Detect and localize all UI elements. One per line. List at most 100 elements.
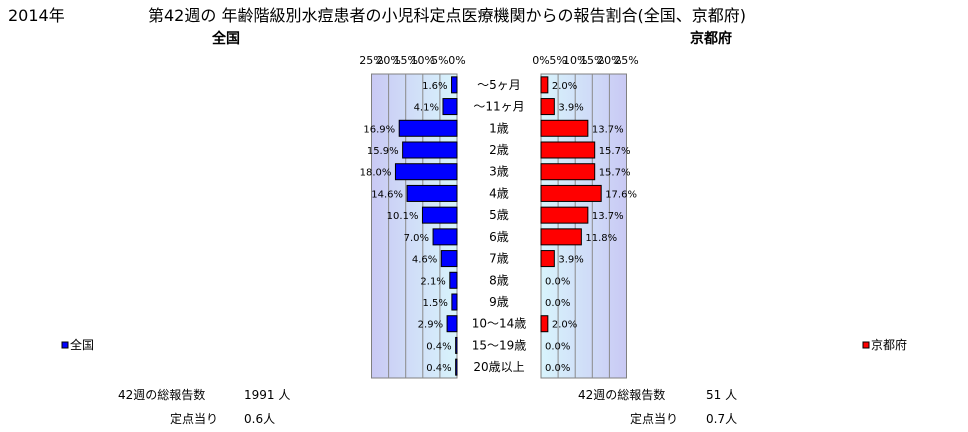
kyoto-value-label: 2.0% (552, 320, 577, 331)
kyoto-tick-label: 0% (532, 54, 549, 67)
category-label: 20歳以上 (473, 360, 524, 374)
kyoto-value-label: 13.7% (592, 124, 624, 135)
kyoto-legend-label: 京都府 (871, 337, 907, 352)
national-bar (394, 163, 458, 181)
right-per-value: 0.7人 (706, 412, 738, 426)
kyoto-legend-swatch (862, 341, 870, 349)
kyoto-bar (540, 184, 602, 202)
kyoto-tick-label: 15% (580, 54, 604, 67)
national-bar (402, 141, 458, 159)
national-tick-label: 25% (359, 54, 383, 67)
national-tick-label: 5% (431, 54, 448, 67)
national-bar (432, 228, 458, 246)
left-total-label: 42週の総報告数 (118, 388, 206, 402)
kyoto-bar (540, 119, 589, 137)
national-value-label: 7.0% (404, 233, 429, 244)
national-bar (455, 336, 458, 354)
category-label: 4歳 (489, 186, 509, 200)
national-value-label: 16.9% (363, 124, 395, 135)
kyoto-value-label: 13.7% (592, 211, 624, 222)
right-total-label: 42週の総報告数 (578, 388, 666, 402)
kyoto-bar (540, 206, 589, 224)
kyoto-bar (540, 76, 549, 94)
national-bar (442, 98, 458, 116)
category-label: 6歳 (489, 230, 509, 244)
category-label: ～11ヶ月 (473, 100, 524, 114)
national-tick-label: 10% (411, 54, 435, 67)
kyoto-bar (540, 141, 596, 159)
kyoto-value-label: 2.0% (552, 81, 577, 92)
national-plot-area (371, 73, 458, 379)
left-panel-title: 全国 (212, 31, 240, 47)
category-labels: ～5ヶ月 ～11ヶ月 1歳 2歳 3歳 4歳 5歳 6歳 7歳 8歳 9歳 10～14歳 15～19歳 2… (472, 78, 527, 374)
kyoto-value-label: 3.9% (558, 255, 583, 266)
national-tick-label: 20% (376, 54, 400, 67)
right-panel: 0% 5%10%15%20%25% 2.0% 3.9% 13.7% 15.7% 15.7% 1… (532, 54, 907, 379)
national-value-label: 4.6% (412, 255, 437, 266)
national-value-label: 1.6% (422, 81, 447, 92)
category-label: 10～14歳 (472, 317, 527, 331)
left-per-label: 定点当り (170, 412, 219, 426)
kyoto-plot-area (540, 73, 627, 379)
category-label: 3歳 (489, 165, 509, 179)
national-tick-label: 0% (448, 54, 465, 67)
category-label: 9歳 (489, 295, 509, 309)
national-value-label: 10.1% (387, 211, 419, 222)
kyoto-value-label: 17.6% (605, 189, 637, 200)
national-value-label: 2.1% (420, 276, 445, 287)
category-label: 15～19歳 (472, 338, 527, 352)
category-label: ～5ヶ月 (477, 78, 521, 92)
kyoto-value-label: 15.7% (599, 168, 631, 179)
kyoto-value-label: 3.9% (558, 103, 583, 114)
national-bar (446, 315, 458, 333)
national-bar (455, 358, 458, 376)
kyoto-tick-label: 20% (597, 54, 621, 67)
national-value-label: 2.9% (418, 320, 443, 331)
kyoto-bar (540, 315, 549, 333)
category-label: 7歳 (489, 252, 509, 266)
national-legend-label: 全国 (70, 337, 94, 352)
kyoto-bar (540, 163, 596, 181)
kyoto-value-label: 0.0% (545, 341, 570, 352)
kyoto-bar (540, 250, 555, 268)
left-per-value: 0.6人 (244, 412, 276, 426)
category-label: 2歳 (489, 143, 509, 157)
kyoto-tick-label: 25% (614, 54, 638, 67)
national-bar (440, 250, 458, 268)
right-total-value: 51 人 (706, 388, 738, 402)
chart-title: 第42週の 年齢階級別水痘患者の小児科定点医療機関からの報告割合(全国、京都府) (148, 6, 746, 25)
year-label: 2014年 (8, 6, 65, 25)
national-value-label: 0.4% (426, 363, 451, 374)
national-tick-label: 15% (393, 54, 417, 67)
kyoto-value-label: 15.7% (599, 146, 631, 157)
national-value-label: 14.6% (371, 189, 403, 200)
kyoto-bar (540, 98, 555, 116)
national-value-label: 0.4% (426, 341, 451, 352)
kyoto-value-label: 11.8% (585, 233, 617, 244)
national-bar (449, 271, 458, 289)
national-bar (451, 76, 458, 94)
national-bar (406, 184, 458, 202)
national-legend-swatch (61, 341, 69, 349)
national-value-label: 18.0% (360, 168, 392, 179)
left-panel: 0%5%10%15%20%25% 1.6% 4.1% 16.9% 15.9% 18.0% 1… (61, 54, 466, 379)
category-label: 5歳 (489, 208, 509, 222)
left-total-value: 1991 人 (244, 388, 291, 402)
kyoto-tick-label: 5% (549, 54, 566, 67)
kyoto-bar (540, 228, 582, 246)
kyoto-tick-label: 10% (563, 54, 587, 67)
national-value-label: 15.9% (367, 146, 399, 157)
national-bar (451, 293, 458, 311)
category-label: 8歳 (489, 273, 509, 287)
kyoto-value-label: 0.0% (545, 363, 570, 374)
national-value-label: 1.5% (422, 298, 447, 309)
national-bar (421, 206, 458, 224)
national-value-label: 4.1% (414, 103, 439, 114)
kyoto-value-label: 0.0% (545, 276, 570, 287)
kyoto-value-label: 0.0% (545, 298, 570, 309)
right-panel-title: 京都府 (690, 31, 732, 47)
right-per-label: 定点当り (630, 412, 679, 426)
national-bar (398, 119, 458, 137)
category-label: 1歳 (489, 121, 509, 135)
